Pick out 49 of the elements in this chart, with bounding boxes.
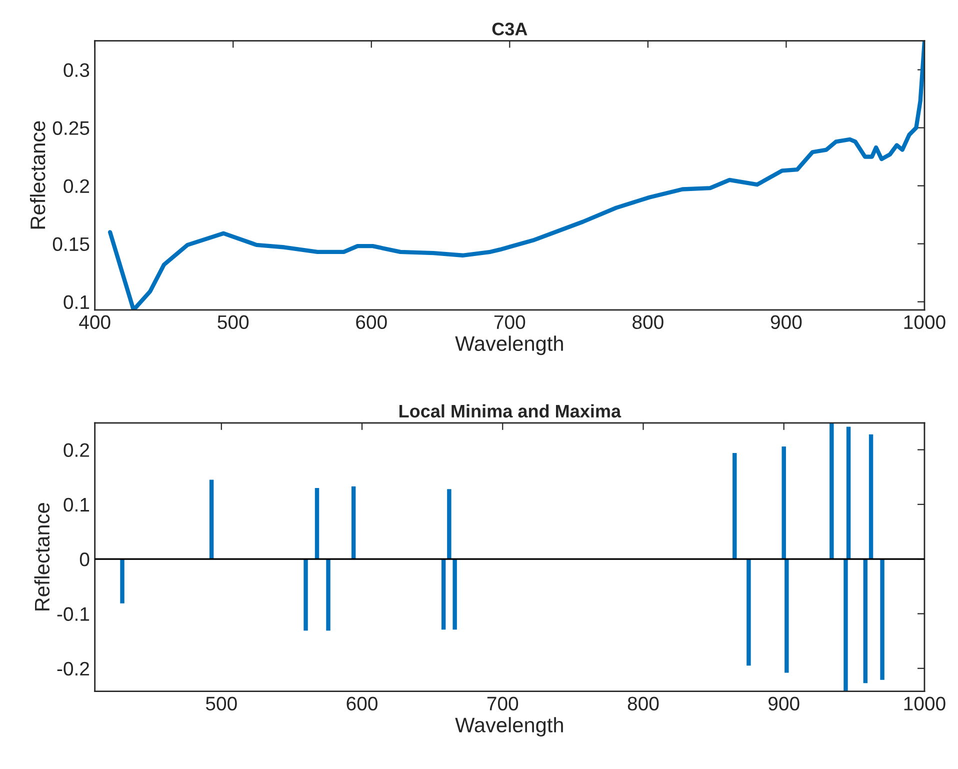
y-tick-label: -0.1 xyxy=(57,607,90,621)
bar xyxy=(447,489,452,560)
bar xyxy=(863,559,868,684)
chart-title: C3A xyxy=(492,22,528,36)
bar xyxy=(441,559,446,630)
bar xyxy=(746,559,751,666)
x-tick-label: 700 xyxy=(494,315,526,330)
y-axis-title: Reflectance xyxy=(34,503,50,610)
x-tick-label: 1000 xyxy=(904,696,946,710)
bar xyxy=(732,453,737,560)
bar xyxy=(326,559,330,631)
x-tick-label: 600 xyxy=(356,315,387,330)
bar xyxy=(209,480,214,560)
x-axis-title: Wavelength xyxy=(455,717,563,737)
x-tick-label: 800 xyxy=(632,315,664,330)
x-tick-label: 800 xyxy=(628,696,659,710)
chart-title: Local Minima and Maxima xyxy=(400,404,622,418)
y-tick-label: 0.2 xyxy=(64,443,90,457)
x-tick-label: 900 xyxy=(770,315,802,330)
x-tick-label: 900 xyxy=(768,696,800,710)
x-tick-label: 1000 xyxy=(904,315,946,330)
x-tick-label: 500 xyxy=(206,696,237,710)
bar xyxy=(868,434,874,560)
bar xyxy=(784,559,789,673)
x-tick-label: 700 xyxy=(487,696,518,710)
x-tick-label: 600 xyxy=(346,696,378,710)
bar xyxy=(830,422,834,560)
bar xyxy=(452,559,457,630)
x-tick-label: 400 xyxy=(79,315,110,330)
bar xyxy=(314,488,320,560)
bar xyxy=(782,446,786,560)
bar xyxy=(844,559,848,692)
line-series xyxy=(108,40,924,310)
bar xyxy=(304,559,308,631)
bar xyxy=(120,559,124,604)
y-tick-label: 0.2 xyxy=(64,179,90,194)
y-tick-label: 0.1 xyxy=(64,295,90,310)
y-tick-label: 0.25 xyxy=(52,121,90,136)
y-axis-title: Reflectance xyxy=(30,121,46,229)
y-tick-label: 0.1 xyxy=(64,498,90,512)
bar xyxy=(880,559,884,680)
bar xyxy=(846,426,851,560)
y-tick-label: 0.3 xyxy=(64,63,90,77)
y-tick-label: 0.15 xyxy=(52,237,90,252)
bar xyxy=(351,486,356,560)
y-tick-label: 0 xyxy=(80,552,90,566)
y-tick-label: -0.2 xyxy=(57,662,90,676)
x-tick-label: 500 xyxy=(218,315,249,330)
x-axis-title: Wavelength xyxy=(455,336,563,356)
